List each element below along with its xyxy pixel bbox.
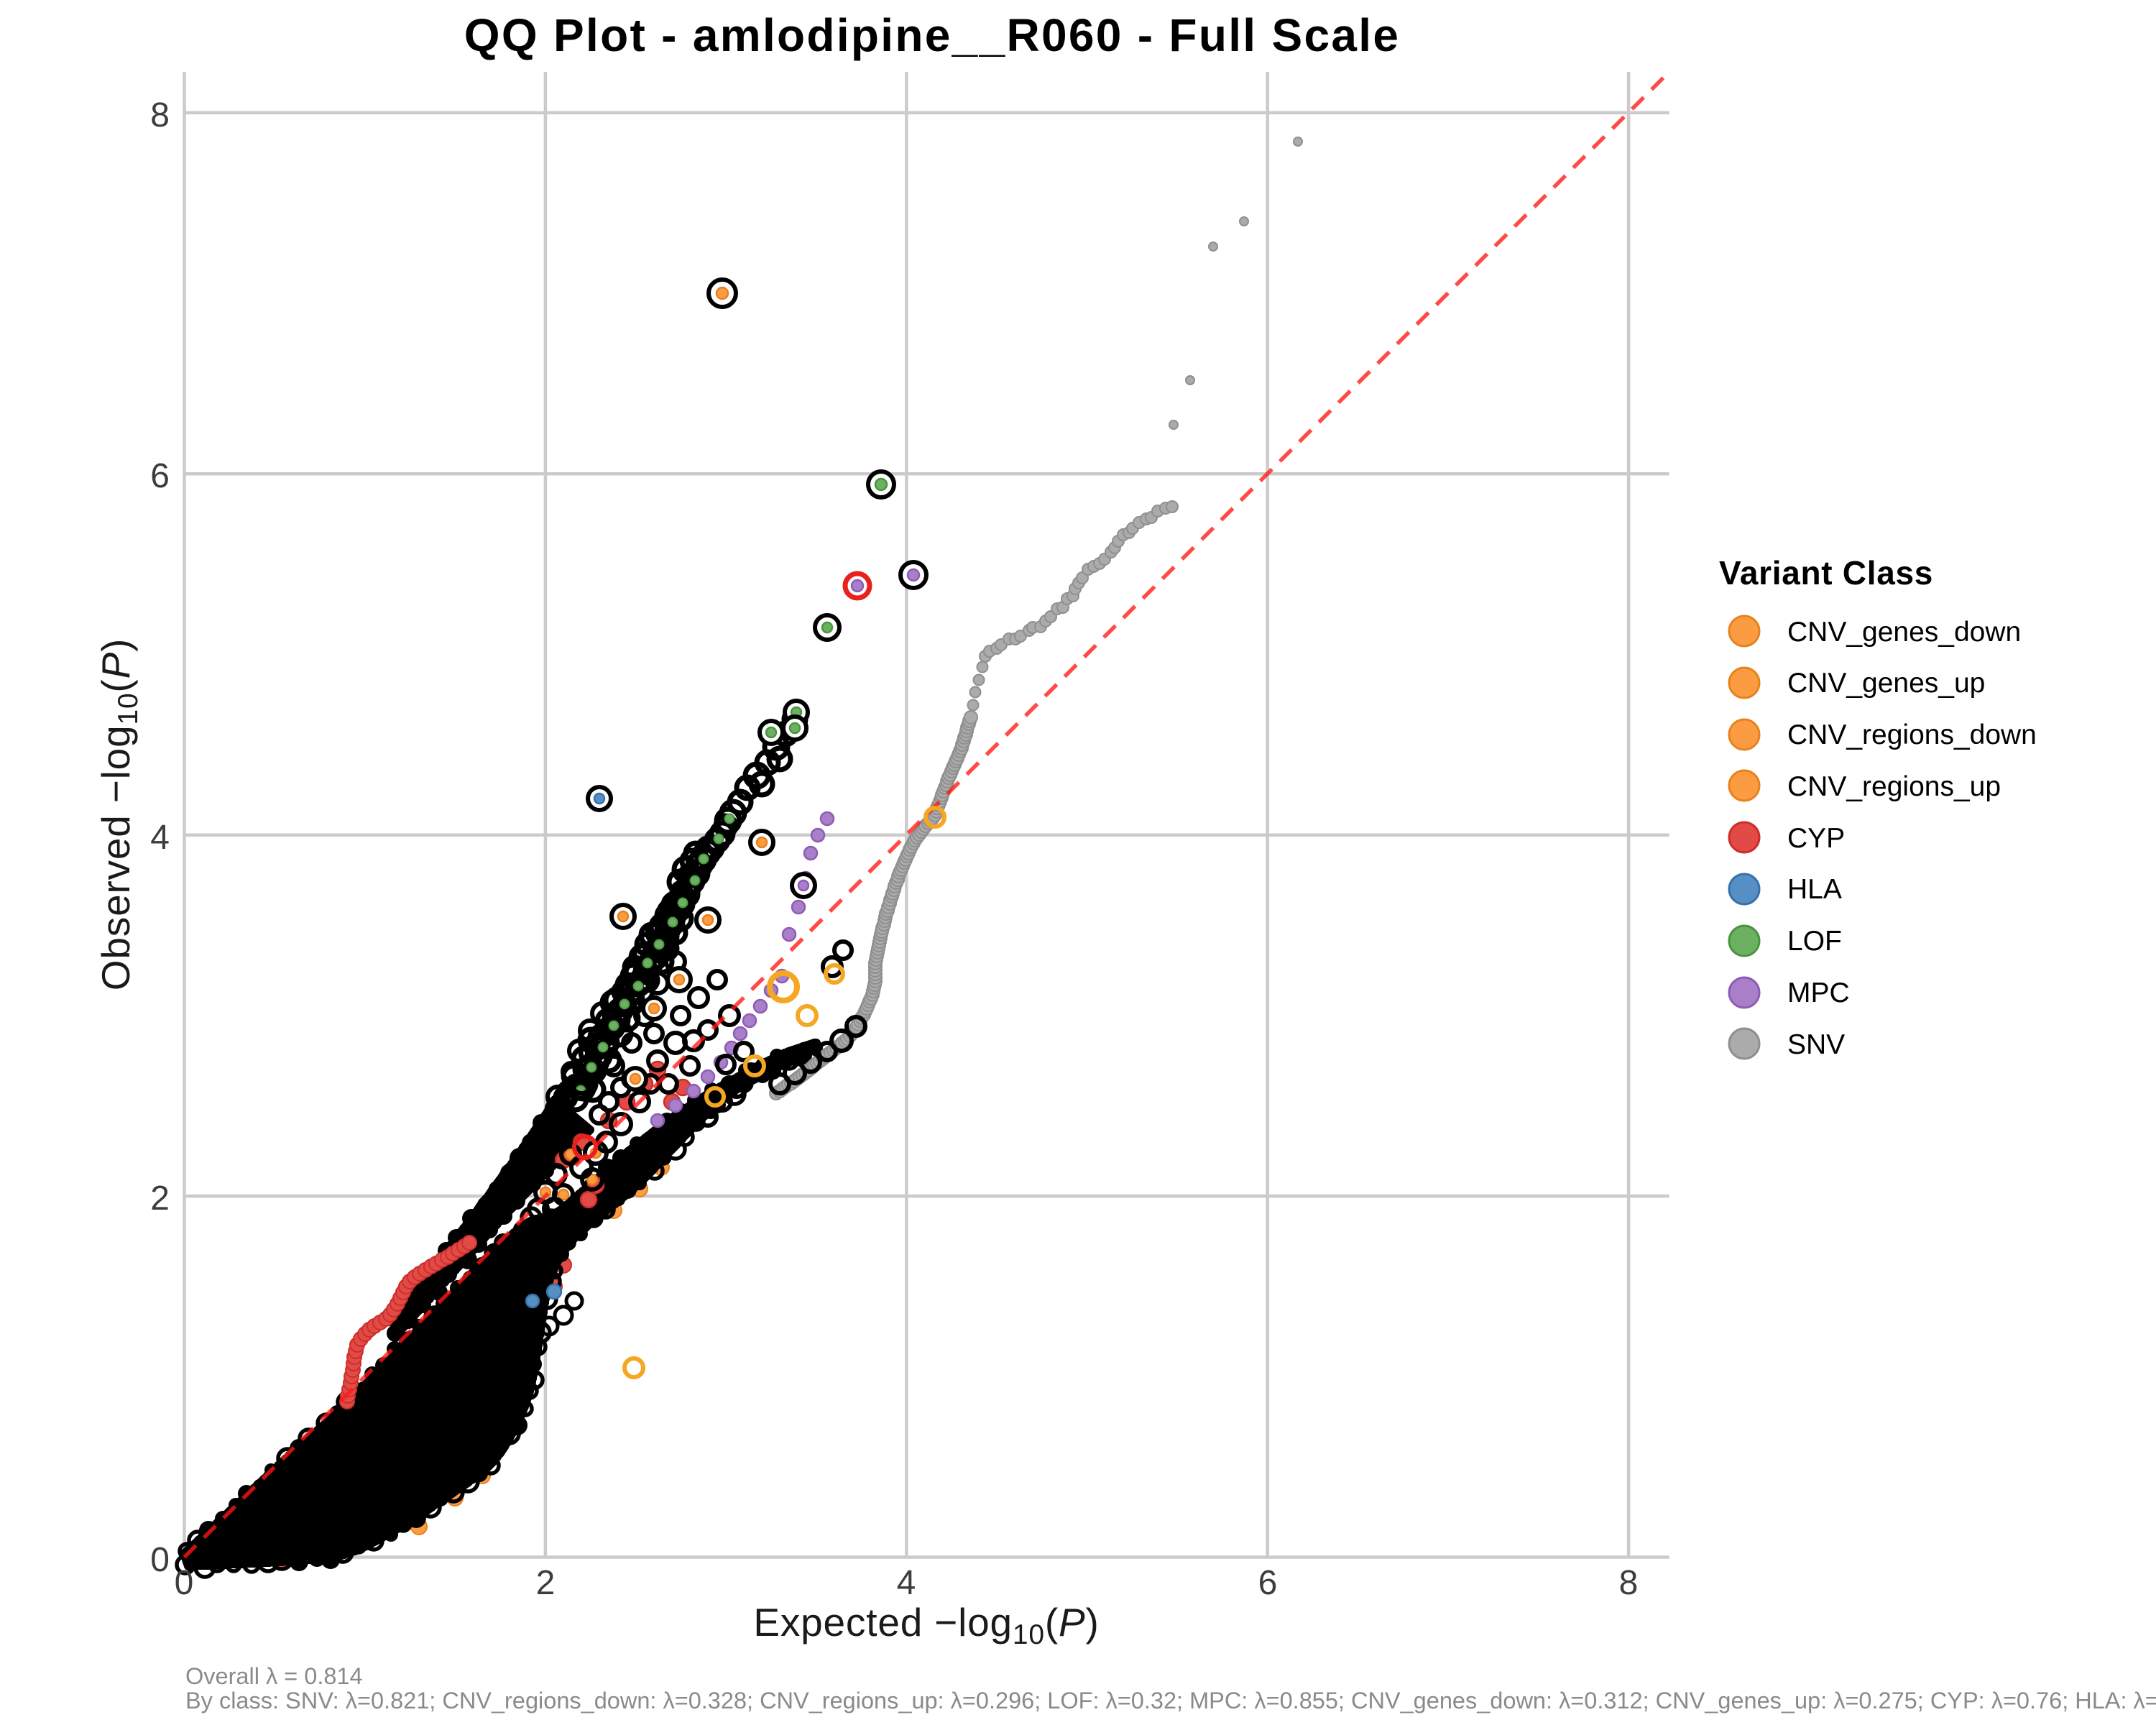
svg-text:8: 8 [150, 96, 170, 134]
svg-text:By class: SNV: λ=0.821; CNV_re: By class: SNV: λ=0.821; CNV_regions_down… [185, 1688, 2156, 1714]
svg-text:CNV_genes_up: CNV_genes_up [1787, 668, 1985, 699]
svg-text:6: 6 [150, 457, 170, 495]
svg-text:Observed −log10(P): Observed −log10(P) [93, 638, 144, 990]
svg-text:LOF: LOF [1787, 926, 1842, 957]
svg-text:QQ Plot - amlodipine__R060 - F: QQ Plot - amlodipine__R060 - Full Scale [464, 9, 1400, 61]
svg-text:CNV_regions_down: CNV_regions_down [1787, 719, 2037, 750]
svg-text:2: 2 [536, 1564, 556, 1602]
svg-text:4: 4 [897, 1564, 916, 1602]
svg-text:Expected −log10(P): Expected −log10(P) [753, 1600, 1099, 1650]
svg-text:SNV: SNV [1787, 1029, 1845, 1060]
svg-text:4: 4 [150, 819, 170, 857]
svg-text:HLA: HLA [1787, 874, 1842, 905]
svg-text:CNV_regions_up: CNV_regions_up [1787, 771, 2001, 802]
svg-text:MPC: MPC [1787, 978, 1850, 1008]
svg-text:8: 8 [1619, 1564, 1639, 1602]
svg-text:6: 6 [1258, 1564, 1278, 1602]
svg-text:CNV_genes_down: CNV_genes_down [1787, 617, 2021, 648]
svg-text:Variant Class: Variant Class [1719, 554, 1933, 592]
svg-text:Overall λ = 0.814: Overall λ = 0.814 [185, 1663, 363, 1689]
svg-text:0: 0 [150, 1541, 170, 1579]
svg-text:0: 0 [175, 1564, 194, 1602]
svg-text:CYP: CYP [1787, 823, 1845, 854]
svg-text:2: 2 [150, 1179, 170, 1218]
